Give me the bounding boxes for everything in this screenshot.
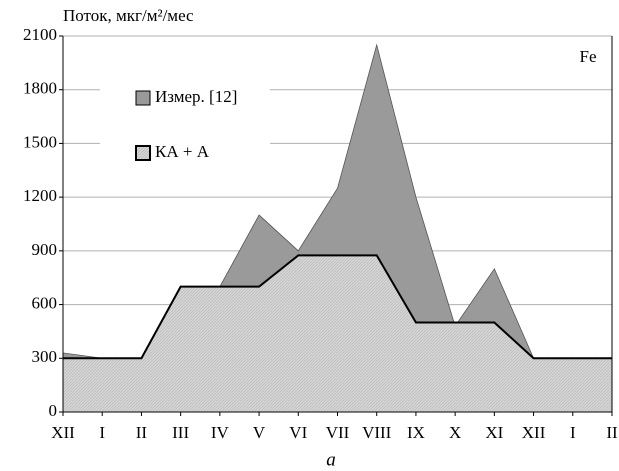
x-tick-label: XII (51, 423, 75, 442)
legend-label: КА + А (155, 142, 210, 161)
x-tick-label: XI (485, 423, 503, 442)
x-tick-label: II (136, 423, 148, 442)
y-tick-label: 1500 (23, 132, 57, 151)
x-tick-label: VI (289, 423, 307, 442)
caption: a (326, 449, 336, 470)
x-tick-label: IV (211, 423, 230, 442)
area-line (63, 254, 612, 360)
y-tick-label: 600 (32, 293, 58, 312)
y-tick-label: 1800 (23, 79, 57, 98)
legend-box (100, 72, 270, 172)
x-tick-label: IX (407, 423, 425, 442)
legend-swatch (135, 90, 151, 106)
legend-label: Измер. [12] (155, 87, 237, 106)
x-tick-label: I (570, 423, 576, 442)
x-tick-label: XII (522, 423, 546, 442)
y-tick-label: 2100 (23, 25, 57, 44)
y-tick-label: 900 (32, 240, 58, 259)
x-tick-label: I (99, 423, 105, 442)
x-tick-label: III (172, 423, 189, 442)
x-tick-label: V (253, 423, 266, 442)
y-tick-label: 1200 (23, 186, 57, 205)
legend-swatch (135, 145, 151, 161)
annotation: Fe (580, 47, 597, 66)
x-tick-label: X (449, 423, 461, 442)
x-tick-label: VIII (362, 423, 392, 442)
y-tick-label: 0 (49, 401, 58, 420)
x-tick-label: VII (326, 423, 350, 442)
y-tick-label: 300 (32, 347, 58, 366)
area (63, 255, 612, 412)
x-tick-label: II (606, 423, 618, 442)
y-axis-label: Поток, мкг/м²/мес (63, 6, 194, 25)
